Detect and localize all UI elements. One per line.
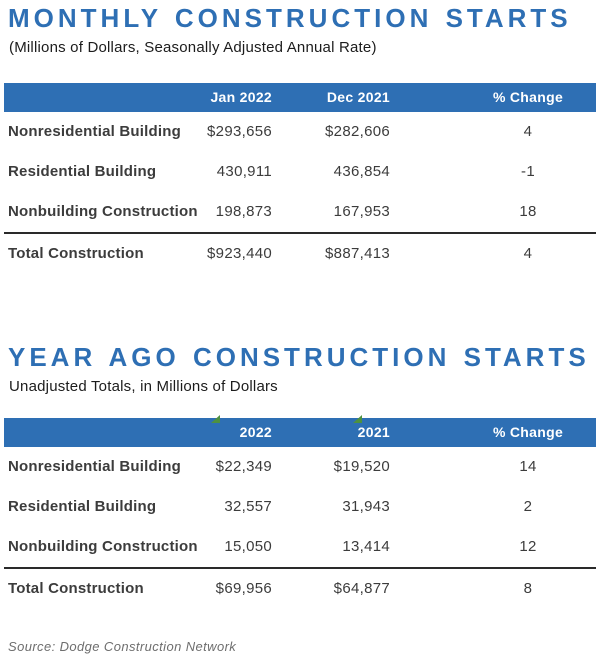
source-note: Source: Dodge Construction Network <box>8 639 237 654</box>
table-row-nonresidential: Nonresidential Building $293,656 $282,60… <box>4 112 596 152</box>
table-row-residential: Residential Building 32,557 31,943 2 <box>4 487 596 527</box>
table-row-nonbuilding: Nonbuilding Construction 15,050 13,414 1… <box>4 527 596 567</box>
table-row-residential: Residential Building 430,911 436,854 -1 <box>4 152 596 192</box>
column-header-pct-change: % Change <box>492 424 564 440</box>
column-header-blank <box>4 83 190 112</box>
construction-starts-report: MONTHLY CONSTRUCTION STARTS (Millions of… <box>0 3 600 654</box>
value-dec-2021: $282,606 <box>325 123 390 140</box>
value-pct-change: 2 <box>523 498 533 515</box>
value-2021: $19,520 <box>333 458 390 475</box>
value-pct-change: 18 <box>519 203 537 220</box>
value-dec-2021: 167,953 <box>333 203 390 220</box>
column-header-pct-change: % Change <box>492 89 564 105</box>
green-triangle-marker <box>353 415 362 423</box>
total-row: Total Construction $69,956 $64,877 8 <box>4 569 596 609</box>
table-row-nonbuilding: Nonbuilding Construction 198,873 167,953… <box>4 192 596 232</box>
value-2021: 31,943 <box>342 498 390 515</box>
value-jan-2022: $293,656 <box>207 123 272 140</box>
value-pct-change: 14 <box>519 458 537 475</box>
year-ago-table: 2022 2021 % Change Nonresidential Buildi… <box>4 415 596 609</box>
value-2022: 15,050 <box>224 538 272 555</box>
year-ago-subtitle: Unadjusted Totals, in Millions of Dollar… <box>9 378 278 395</box>
total-pct-change: 4 <box>523 245 533 262</box>
total-jan-2022: $923,440 <box>207 245 272 262</box>
total-row: Total Construction $923,440 $887,413 4 <box>4 234 596 274</box>
monthly-header-row: Jan 2022 Dec 2021 % Change <box>4 83 596 112</box>
column-header-blank <box>4 418 190 447</box>
total-divider-rule <box>4 232 596 234</box>
table-row-nonresidential: Nonresidential Building $22,349 $19,520 … <box>4 447 596 487</box>
row-label: Nonresidential Building <box>8 123 181 140</box>
row-label: Residential Building <box>8 163 157 180</box>
value-2021: 13,414 <box>342 538 390 555</box>
monthly-subtitle: (Millions of Dollars, Seasonally Adjuste… <box>9 39 377 56</box>
column-header-dec-2021: Dec 2021 <box>326 89 390 105</box>
column-header-jan-2022: Jan 2022 <box>210 89 272 105</box>
year-ago-section: YEAR AGO CONSTRUCTION STARTS Unadjusted … <box>0 342 600 609</box>
row-label: Nonbuilding Construction <box>8 203 198 220</box>
green-triangle-marker <box>211 415 220 423</box>
total-2022: $69,956 <box>215 580 272 597</box>
year-ago-title: YEAR AGO CONSTRUCTION STARTS <box>8 342 590 372</box>
total-label: Total Construction <box>8 245 144 262</box>
monthly-table: Jan 2022 Dec 2021 % Change Nonresidentia… <box>4 83 596 274</box>
value-pct-change: 12 <box>519 538 537 555</box>
total-divider-rule <box>4 567 596 569</box>
row-label: Nonbuilding Construction <box>8 538 198 555</box>
monthly-section: MONTHLY CONSTRUCTION STARTS (Millions of… <box>0 3 600 274</box>
value-2022: $22,349 <box>215 458 272 475</box>
column-header-2022: 2022 <box>239 424 272 440</box>
year-ago-header-row: 2022 2021 % Change <box>4 415 596 447</box>
monthly-title: MONTHLY CONSTRUCTION STARTS <box>8 3 572 33</box>
value-pct-change: -1 <box>521 163 535 180</box>
total-2021: $64,877 <box>333 580 390 597</box>
row-label: Residential Building <box>8 498 157 515</box>
column-header-2021: 2021 <box>357 424 390 440</box>
total-dec-2021: $887,413 <box>325 245 390 262</box>
total-pct-change: 8 <box>523 580 533 597</box>
total-label: Total Construction <box>8 580 144 597</box>
row-label: Nonresidential Building <box>8 458 181 475</box>
value-jan-2022: 430,911 <box>216 163 272 180</box>
value-jan-2022: 198,873 <box>215 203 272 220</box>
value-pct-change: 4 <box>523 123 533 140</box>
value-dec-2021: 436,854 <box>333 163 390 180</box>
value-2022: 32,557 <box>224 498 272 515</box>
